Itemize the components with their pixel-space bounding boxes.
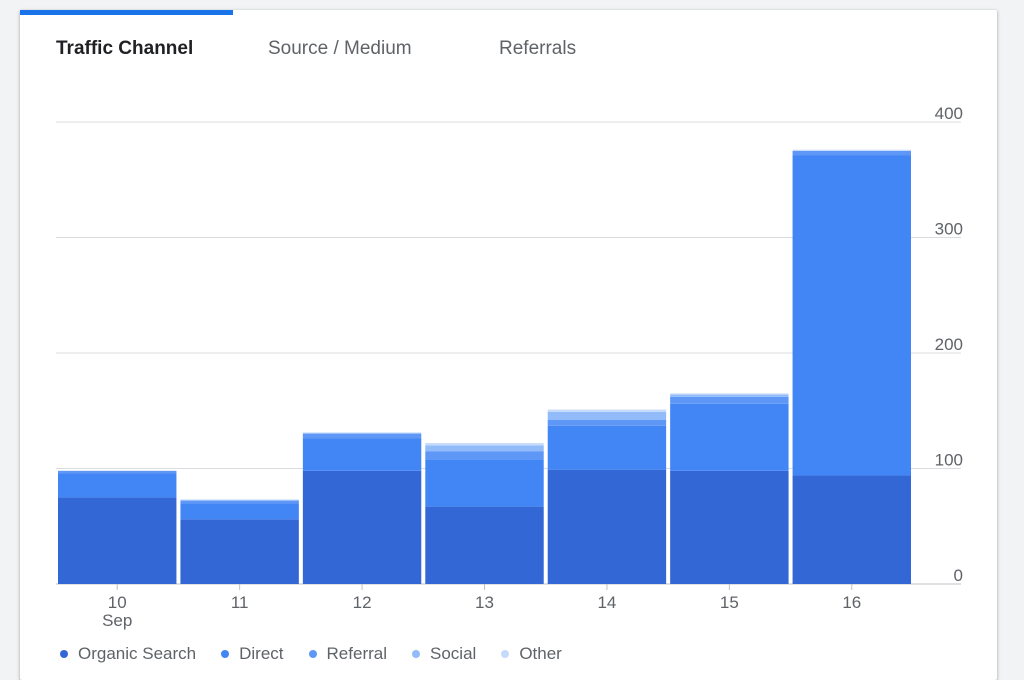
x-tick-label: 12	[353, 593, 372, 612]
bar-segment	[425, 451, 544, 460]
legend-dot-organic-search	[60, 650, 68, 658]
x-tick-label: 14	[597, 593, 616, 612]
bar-segment	[425, 445, 544, 452]
bar-segment	[58, 497, 177, 584]
legend-item-organic-search[interactable]: Organic Search	[60, 644, 196, 664]
bar-segment	[792, 150, 911, 156]
legend-label: Referral	[326, 644, 387, 663]
legend-dot-social	[412, 650, 420, 658]
bar-segment	[792, 475, 911, 584]
legend-dot-referral	[308, 650, 317, 658]
x-tick-label: 13	[475, 593, 494, 612]
legend-item-other[interactable]: Other	[501, 644, 562, 664]
legend-label: Direct	[239, 644, 284, 663]
bar-segment	[302, 432, 422, 434]
y-tick-label: 400	[935, 104, 963, 123]
x-tick-sublabel: Sep	[102, 611, 132, 630]
bar-segment	[302, 433, 422, 439]
bar-segment	[302, 438, 422, 471]
bar-segment	[180, 499, 299, 501]
bar-segment	[792, 155, 911, 476]
tab-source-medium[interactable]: Source / Medium	[268, 38, 412, 59]
bar-segment	[670, 403, 789, 471]
bar-segment	[792, 149, 911, 151]
x-tick-label: 16	[842, 593, 861, 612]
bar-segment	[670, 470, 789, 584]
legend-dot-other	[501, 650, 510, 658]
legend-item-referral[interactable]: Referral	[308, 644, 387, 664]
bar-segment	[547, 411, 667, 420]
x-tick-label: 15	[720, 593, 739, 612]
bar-segment	[425, 459, 544, 507]
tab-traffic-channel[interactable]: Traffic Channel	[56, 38, 194, 59]
y-tick-label: 0	[954, 566, 963, 585]
bar-segment	[302, 470, 422, 584]
legend-item-social[interactable]: Social	[412, 644, 476, 664]
legend-label: Social	[430, 644, 477, 663]
bar-segment	[180, 500, 299, 504]
bar-segment	[547, 419, 667, 426]
tab-bar: Traffic Channel Source / Medium Referral…	[20, 38, 997, 70]
bar-segment	[547, 425, 667, 470]
y-tick-label: 200	[935, 335, 963, 354]
bar-segment	[547, 409, 667, 412]
y-tick-label: 100	[935, 451, 963, 470]
bar-segment	[547, 469, 667, 584]
bar-segment	[58, 470, 177, 474]
bar-segment	[670, 394, 789, 397]
legend-label: Organic Search	[78, 644, 197, 663]
active-tab-indicator	[20, 10, 233, 15]
legend-dot-direct	[221, 650, 230, 658]
legend-item-direct[interactable]: Direct	[221, 644, 284, 664]
bar-segment	[670, 393, 789, 395]
legend-label: Other	[519, 644, 562, 663]
x-tick-label: 10	[108, 593, 127, 612]
y-tick-label: 300	[935, 220, 963, 239]
traffic-card: Traffic Channel Source / Medium Referral…	[20, 10, 997, 680]
bar-segment	[425, 506, 544, 584]
bar-segment	[425, 443, 544, 446]
bar-segment	[670, 396, 789, 404]
bar-segment	[180, 503, 299, 520]
x-tick-label: 11	[231, 593, 249, 612]
bar-segment	[58, 473, 177, 498]
bar-segment	[180, 519, 299, 584]
chart-legend: Organic Search Direct Referral Social Ot…	[60, 642, 587, 666]
tab-referrals[interactable]: Referrals	[499, 38, 577, 59]
